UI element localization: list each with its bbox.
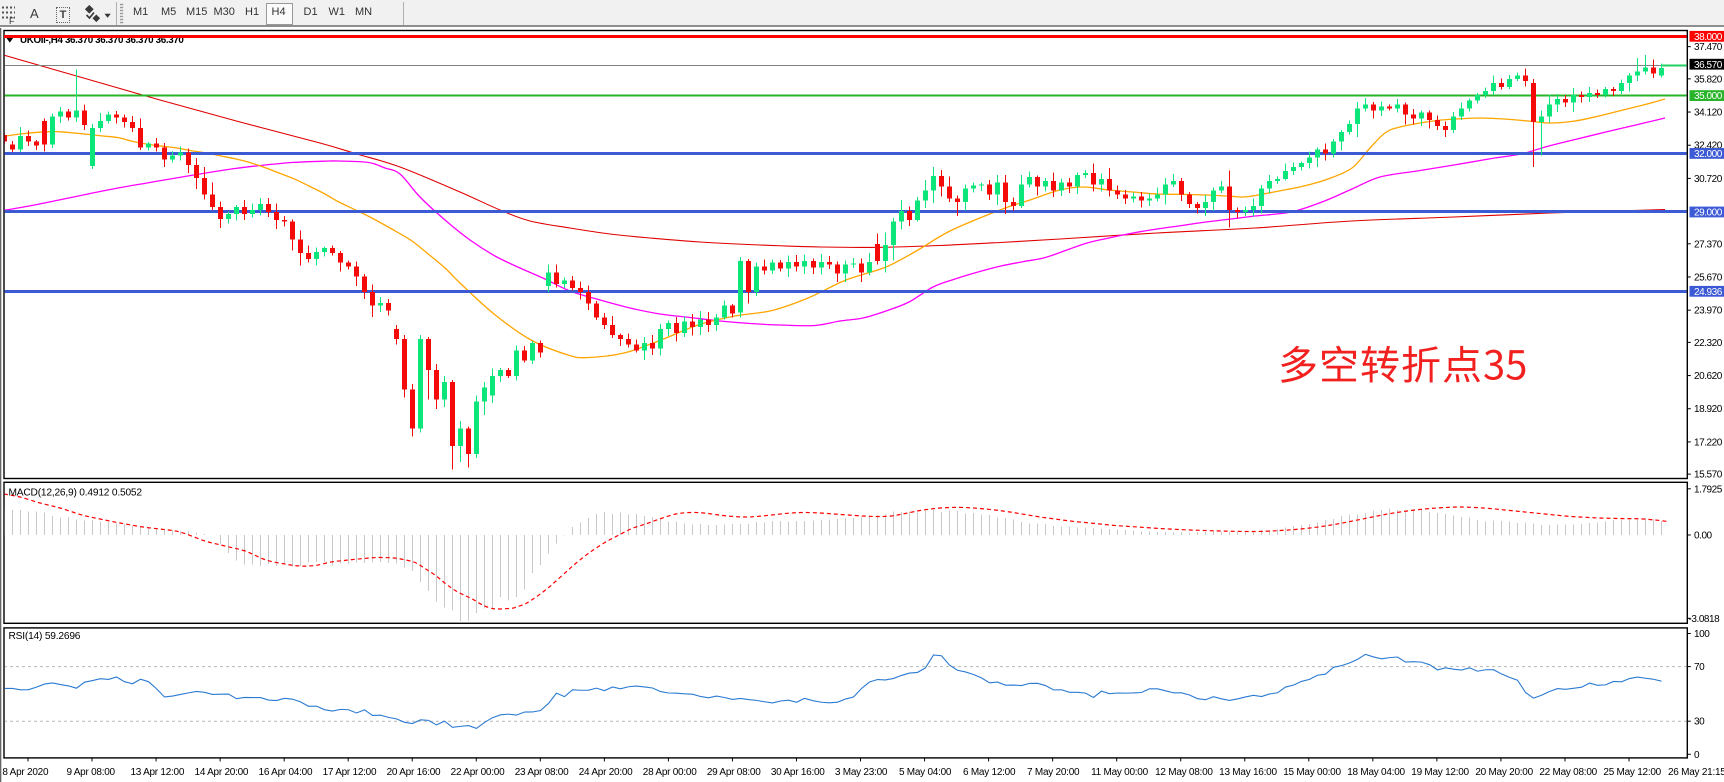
svg-text:0.00: 0.00 [1694,531,1713,542]
svg-text:MACD(12,26,9) 0.4912 0.5052: MACD(12,26,9) 0.4912 0.5052 [9,488,143,499]
svg-text:35.820: 35.820 [1694,74,1723,85]
svg-text:26 May 21:15: 26 May 21:15 [1668,767,1724,778]
svg-text:7 May 20:00: 7 May 20:00 [1027,767,1080,778]
svg-text:22.320: 22.320 [1694,338,1723,349]
svg-text:25.670: 25.670 [1694,272,1723,283]
svg-text:13 May 16:00: 13 May 16:00 [1219,767,1277,778]
svg-text:18 May 04:00: 18 May 04:00 [1347,767,1405,778]
svg-text:17 Apr 12:00: 17 Apr 12:00 [323,767,377,778]
svg-text:8 Apr 2020: 8 Apr 2020 [2,767,49,778]
svg-text:36.570: 36.570 [1694,60,1723,71]
svg-text:30.720: 30.720 [1694,174,1723,185]
svg-text:30 Apr 16:00: 30 Apr 16:00 [771,767,825,778]
svg-text:22 Apr 00:00: 22 Apr 00:00 [451,767,505,778]
svg-text:22 May 08:00: 22 May 08:00 [1539,767,1597,778]
svg-text:11 May 00:00: 11 May 00:00 [1091,767,1149,778]
svg-text:3 May 23:00: 3 May 23:00 [835,767,888,778]
svg-text:70: 70 [1694,662,1705,673]
svg-text:23.970: 23.970 [1694,306,1723,317]
svg-text:35.000: 35.000 [1694,91,1723,102]
svg-text:17.220: 17.220 [1694,437,1723,448]
svg-text:13 Apr 12:00: 13 Apr 12:00 [130,767,184,778]
svg-text:27.370: 27.370 [1694,239,1723,250]
svg-text:12 May 08:00: 12 May 08:00 [1155,767,1213,778]
svg-text:UKOIl-,H4 36.370 36.370 36.37: UKOIl-,H4 36.370 36.370 36.370 36.370 [20,35,184,46]
svg-text:29.000: 29.000 [1694,208,1723,219]
svg-text:34.120: 34.120 [1694,108,1723,119]
svg-text:6 May 12:00: 6 May 12:00 [963,767,1016,778]
svg-text:F: F [9,16,15,26]
svg-text:29 Apr 08:00: 29 Apr 08:00 [707,767,761,778]
svg-text:1.7925: 1.7925 [1694,484,1723,495]
svg-text:5 May 04:00: 5 May 04:00 [899,767,952,778]
svg-text:9 Apr 08:00: 9 Apr 08:00 [66,767,115,778]
svg-text:18.920: 18.920 [1694,404,1723,415]
svg-text:24 Apr 20:00: 24 Apr 20:00 [579,767,633,778]
svg-text:-3.0818: -3.0818 [1689,614,1721,625]
svg-text:23 Apr 08:00: 23 Apr 08:00 [515,767,569,778]
svg-text:100: 100 [1694,629,1710,640]
svg-text:16 Apr 04:00: 16 Apr 04:00 [259,767,313,778]
svg-text:15.570: 15.570 [1694,470,1723,481]
svg-text:30: 30 [1694,717,1705,728]
svg-text:0: 0 [1694,750,1700,761]
svg-text:38.000: 38.000 [1694,32,1723,43]
svg-text:20.620: 20.620 [1694,371,1723,382]
svg-text:32.420: 32.420 [1694,141,1723,152]
svg-text:24.936: 24.936 [1694,287,1723,298]
svg-text:19 May 12:00: 19 May 12:00 [1411,767,1469,778]
svg-text:25 May 12:00: 25 May 12:00 [1603,767,1661,778]
svg-text:37.470: 37.470 [1694,42,1723,53]
svg-text:15 May 00:00: 15 May 00:00 [1283,767,1341,778]
svg-text:RSI(14) 59.2696: RSI(14) 59.2696 [9,631,81,642]
svg-text:20 May 20:00: 20 May 20:00 [1475,767,1533,778]
svg-text:20 Apr 16:00: 20 Apr 16:00 [387,767,441,778]
svg-text:14 Apr 20:00: 14 Apr 20:00 [195,767,249,778]
svg-text:32.000: 32.000 [1694,149,1723,160]
svg-text:28 Apr 00:00: 28 Apr 00:00 [643,767,697,778]
